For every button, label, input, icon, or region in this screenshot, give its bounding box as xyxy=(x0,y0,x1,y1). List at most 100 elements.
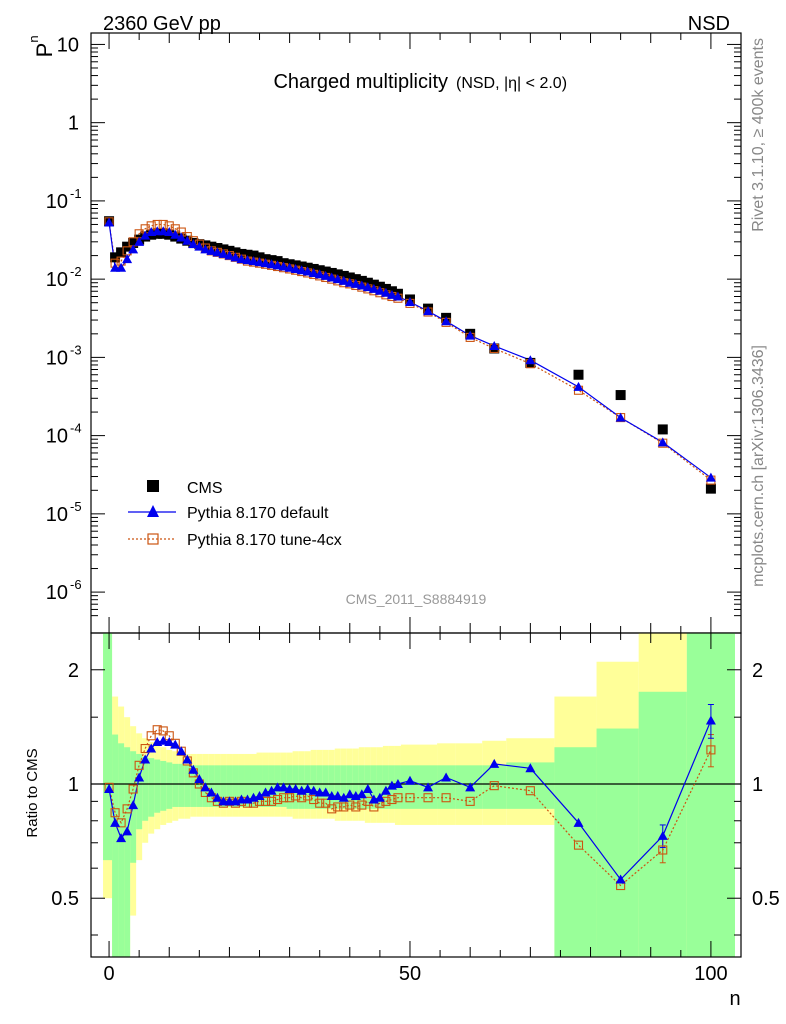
analysis-watermark: CMS_2011_S8884919 xyxy=(346,591,487,607)
ratio-y-tick-label-left: 2 xyxy=(68,660,79,682)
data-point-default xyxy=(386,289,397,299)
data-point-default xyxy=(176,232,187,242)
data-point-default xyxy=(122,254,133,264)
ratio-point-default xyxy=(170,739,181,749)
legend-marker-cms xyxy=(147,480,159,492)
ratio-point-default xyxy=(254,790,265,800)
data-point-cms xyxy=(242,249,253,260)
data-point-default xyxy=(278,261,289,271)
ratio-point-default xyxy=(278,782,289,792)
data-point-default xyxy=(164,227,175,237)
data-point-default xyxy=(218,248,229,258)
ratio-point-default xyxy=(362,784,373,794)
ratio-point-tune xyxy=(489,781,499,791)
data-point-cms xyxy=(110,252,121,263)
ratio-point-default xyxy=(290,784,301,794)
ratio-band-inner xyxy=(124,747,131,957)
legend: CMS Pythia 8.170 default Pythia 8.170 tu… xyxy=(128,480,342,549)
x-tick-label: 0 xyxy=(103,963,114,985)
ratio-band-inner xyxy=(328,765,335,809)
main-y-tick-exponent: -2 xyxy=(70,264,82,279)
ratio-band-inner xyxy=(136,753,143,830)
ratio-point-default xyxy=(332,790,343,800)
ratio-band-inner xyxy=(400,765,420,809)
data-point-default xyxy=(392,291,403,301)
ratio-point-default xyxy=(441,772,452,782)
data-point-default xyxy=(254,257,265,267)
data-point-cms xyxy=(236,248,247,259)
data-point-default xyxy=(290,263,301,273)
ratio-band-inner xyxy=(142,756,149,821)
main-y-tick-label: 10 xyxy=(46,426,68,448)
data-point-default xyxy=(404,297,415,307)
data-point-cms xyxy=(657,424,668,435)
ratio-point-default xyxy=(392,778,403,788)
ratio-point-tune xyxy=(658,845,668,855)
main-title: Charged multiplicity xyxy=(273,71,448,93)
data-point-default xyxy=(465,330,476,340)
data-point-default xyxy=(284,262,295,272)
data-point-default xyxy=(338,275,349,285)
ratio-band-inner xyxy=(226,765,233,807)
data-point-default xyxy=(525,355,536,365)
legend-label-tune: Pythia 8.170 tune-4cx xyxy=(187,532,342,549)
ratio-point-default xyxy=(110,817,121,827)
ratio-band-inner xyxy=(437,765,456,809)
ratio-band-inner xyxy=(214,765,221,807)
ratio-point-default xyxy=(116,833,127,843)
ratio-point-default xyxy=(374,792,385,802)
data-point-default xyxy=(182,235,193,245)
ratio-point-default xyxy=(146,743,157,753)
data-point-cms xyxy=(615,390,626,401)
data-point-default xyxy=(489,340,500,350)
data-point-default xyxy=(615,412,626,422)
ratio-point-tune xyxy=(706,745,716,755)
data-point-default xyxy=(350,278,361,288)
ratio-point-tune xyxy=(315,798,325,808)
ratio-point-default xyxy=(134,772,145,782)
data-point-default xyxy=(212,247,223,257)
ratio-point-default xyxy=(344,789,355,799)
ratio-band-inner xyxy=(166,762,173,809)
data-point-default xyxy=(380,287,391,297)
data-point-cms xyxy=(128,237,139,248)
ratio-point-tune xyxy=(441,793,451,803)
ratio-band-inner xyxy=(196,765,203,807)
data-point-default xyxy=(194,241,205,251)
ratio-point-default xyxy=(705,715,716,725)
data-point-default xyxy=(362,282,373,292)
ratio-point-tune xyxy=(152,725,162,735)
ratio-band-inner xyxy=(686,633,735,957)
ratio-point-default xyxy=(164,737,175,747)
ratio-point-tune xyxy=(393,793,403,803)
ratio-point-default xyxy=(380,785,391,795)
ratio-point-tune xyxy=(321,798,331,808)
legend-label-default: Pythia 8.170 default xyxy=(187,505,329,522)
main-subtitle: (NSD, |η| < 2.0) xyxy=(456,75,567,92)
ratio-point-default xyxy=(188,764,199,774)
ratio-point-tune xyxy=(273,794,283,805)
ratio-band-inner xyxy=(334,765,341,809)
ratio-band-inner xyxy=(352,765,359,809)
data-point-default xyxy=(296,265,307,275)
series-line-tune xyxy=(108,221,712,481)
ratio-point-default xyxy=(308,785,319,795)
data-point-default xyxy=(374,285,385,295)
ratio-point-default xyxy=(266,785,277,795)
data-point-default xyxy=(260,258,271,268)
data-point-cms xyxy=(344,272,355,283)
ratio-point-tune xyxy=(405,793,415,803)
data-point-default xyxy=(224,250,235,260)
ratio-point-tune xyxy=(423,793,433,803)
data-point-cms xyxy=(705,483,716,494)
data-point-default xyxy=(188,239,199,249)
main-ylabel: P xyxy=(32,43,57,58)
legend-label-cms: CMS xyxy=(187,480,223,497)
ratio-point-tune xyxy=(134,760,144,770)
data-point-default xyxy=(236,254,247,264)
data-point-default xyxy=(158,226,169,236)
ratio-point-default xyxy=(194,774,205,784)
ratio-point-default xyxy=(212,792,223,802)
